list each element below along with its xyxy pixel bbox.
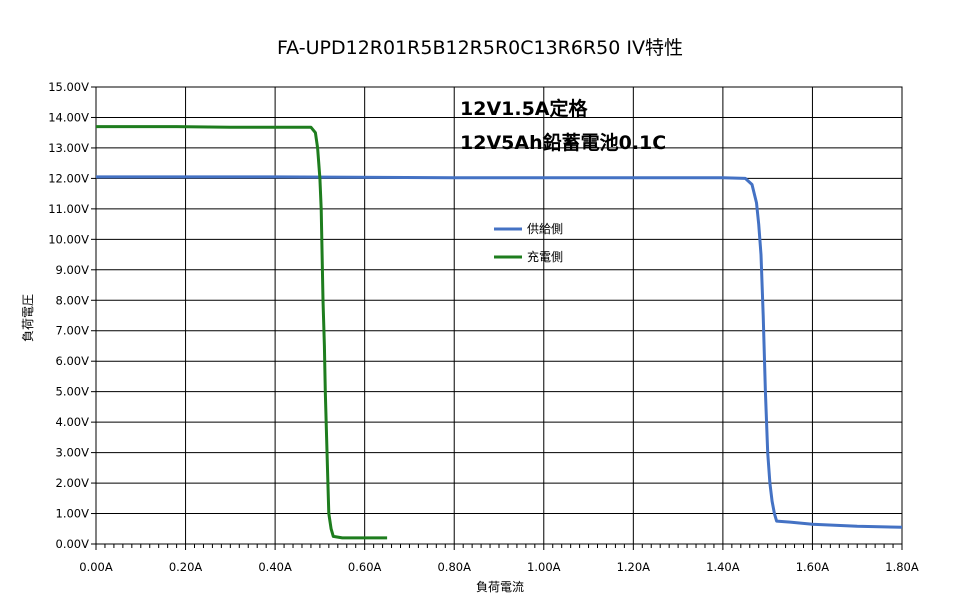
- annotation-rating: 12V1.5A定格: [460, 97, 589, 120]
- legend-label-2: 充電側: [527, 249, 563, 264]
- y-tick-label: 13.00V: [48, 141, 89, 155]
- tick-labels: 0.00V 1.00V 2.00V 3.00V 4.00V 5.00V 6.00V 7.00V…: [48, 80, 919, 574]
- x-tick-label: 1.20A: [617, 560, 651, 574]
- y-tick-label: 15.00V: [48, 80, 89, 94]
- y-tick-label: 8.00V: [56, 293, 90, 307]
- y-tick-label: 14.00V: [48, 110, 89, 124]
- x-tick-label: 0.80A: [437, 560, 471, 574]
- x-tick-label: 1.40A: [706, 560, 740, 574]
- y-tick-label: 12.00V: [48, 171, 89, 185]
- x-tick-label: 0.60A: [348, 560, 382, 574]
- y-tick-label: 9.00V: [56, 263, 90, 277]
- chart-title: FA-UPD12R01R5B12R5R0C13R6R50 IV特性: [277, 37, 683, 59]
- y-tick-label: 0.00V: [56, 537, 90, 551]
- annotation-battery: 12V5Ah鉛蓄電池0.1C: [460, 131, 666, 154]
- series-line-2: [96, 125, 388, 540]
- grid: [95, 86, 903, 545]
- x-tick-label: 0.00A: [79, 560, 113, 574]
- y-tick-label: 3.00V: [56, 446, 90, 460]
- y-tick-label: 7.00V: [56, 324, 90, 338]
- y-tick-label: 11.00V: [48, 202, 89, 216]
- y-tick-label: 4.00V: [56, 415, 90, 429]
- series-lines: [96, 125, 903, 540]
- y-axis-label: 負荷電圧: [21, 294, 35, 342]
- x-tick-label: 0.40A: [258, 560, 292, 574]
- x-tick-label: 1.60A: [796, 560, 830, 574]
- x-tick-label: 1.00A: [527, 560, 561, 574]
- x-tick-label: 0.20A: [169, 560, 203, 574]
- y-tick-label: 2.00V: [56, 476, 90, 490]
- x-axis-label: 負荷電流: [476, 580, 524, 594]
- y-tick-label: 1.00V: [56, 507, 90, 521]
- y-tick-label: 10.00V: [48, 232, 89, 246]
- y-tick-label: 5.00V: [56, 385, 90, 399]
- x-tick-label: 1.80A: [885, 560, 919, 574]
- series-line-1: [96, 175, 903, 529]
- y-tick-label: 6.00V: [56, 354, 90, 368]
- legend-label-1: 供給側: [527, 222, 563, 236]
